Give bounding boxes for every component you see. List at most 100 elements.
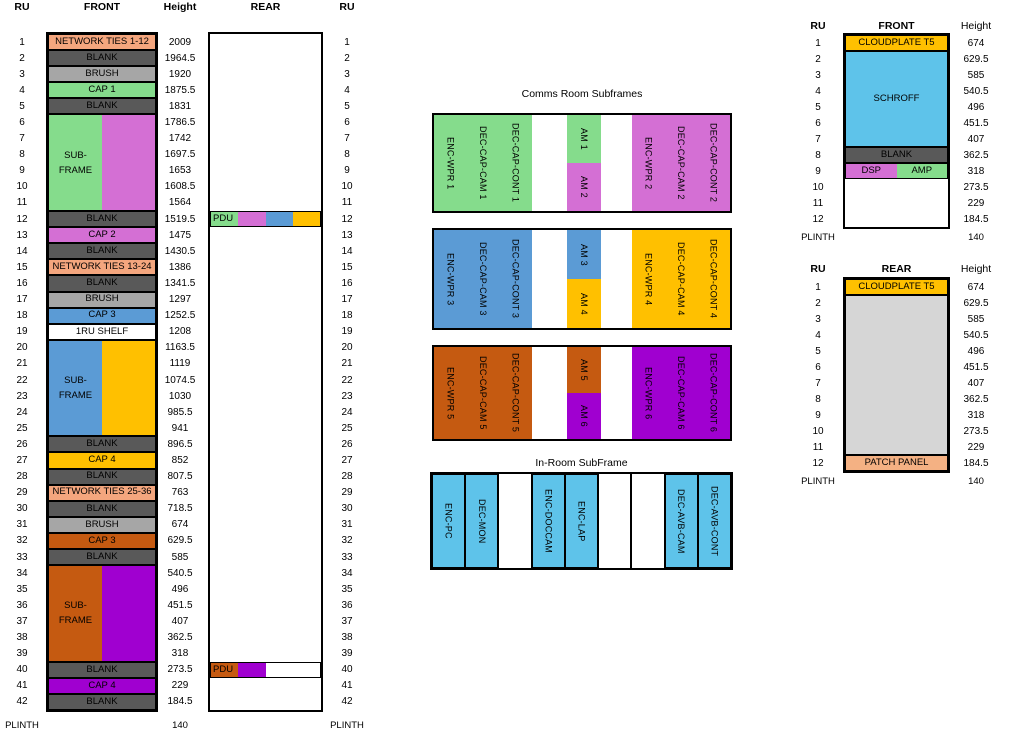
comms-region: ENC-WPR 5 DEC-CAP-CAM 5 DEC-CAP-CONT 5 bbox=[434, 347, 532, 439]
ru-number: 40 bbox=[16, 664, 28, 676]
comms-region: ENC-WPR 6 DEC-CAP-CAM 6 DEC-CAP-CONT 6 bbox=[632, 347, 730, 439]
comms-slot-label: ENC-WPR 5 bbox=[445, 366, 456, 420]
ru-number: 3 bbox=[344, 68, 350, 80]
comms-slot: DEC-CAP-CAM 5 bbox=[467, 347, 500, 439]
ru-number: 2 bbox=[344, 52, 350, 64]
rack-cell: CAP 4 bbox=[48, 452, 156, 469]
height-value: 407 bbox=[967, 133, 985, 145]
rack-cell: BLANK bbox=[48, 211, 156, 228]
height-value: 1252.5 bbox=[164, 310, 196, 322]
comms-slot: DEC-CAP-CAM 6 bbox=[665, 347, 698, 439]
comms-subframe-block: ENC-WPR 5 DEC-CAP-CAM 5 DEC-CAP-CONT 5 AM 5… bbox=[432, 345, 732, 441]
rack-cell: BLANK bbox=[48, 275, 156, 292]
ru-number: 13 bbox=[341, 229, 353, 241]
height-value: 852 bbox=[171, 454, 189, 466]
inroom-module-label: ENC-LAP bbox=[576, 500, 587, 542]
am-label: AM 3 bbox=[578, 243, 589, 266]
height-value: 1519.5 bbox=[164, 213, 196, 225]
ru-number: 4 bbox=[815, 85, 821, 97]
comms-slot-label: ENC-WPR 6 bbox=[643, 366, 654, 420]
rack-cell-label: SUB- FRAME bbox=[58, 374, 93, 402]
rack-cell: BLANK bbox=[48, 98, 156, 115]
comms-slot: DEC-CAP-CONT 3 bbox=[499, 230, 532, 328]
pdu-segment bbox=[238, 212, 266, 227]
ru-number: 1 bbox=[815, 281, 821, 293]
comms-slot-label: DEC-CAP-CAM 1 bbox=[478, 126, 488, 200]
ru-number: 4 bbox=[815, 329, 821, 341]
height-value: 451.5 bbox=[963, 361, 989, 373]
rack-cell: NETWORK TIES 1-12 bbox=[48, 34, 156, 51]
ru-number: 35 bbox=[341, 583, 353, 595]
height-value: 1964.5 bbox=[164, 52, 196, 64]
height-value: 1875.5 bbox=[164, 84, 196, 96]
ru-number: 9 bbox=[815, 165, 821, 177]
comms-slot-label: DEC-CAP-CONT 2 bbox=[708, 123, 719, 203]
ru-number: 24 bbox=[341, 406, 353, 418]
rack-cell: BLANK bbox=[48, 243, 156, 260]
right-front-height-column: 674 629.5 585 540.5 496 451.5 407 362.5 318 273.5… bbox=[950, 35, 1002, 227]
inroom-module: ENC-LAP bbox=[564, 474, 599, 568]
ru-number: 11 bbox=[812, 441, 824, 453]
height-value: 807.5 bbox=[167, 471, 193, 483]
height-value: 2009 bbox=[168, 36, 192, 48]
ru-number: 10 bbox=[341, 181, 353, 193]
height-value: 318 bbox=[967, 165, 985, 177]
ru-number: 6 bbox=[344, 117, 350, 129]
comms-region: ENC-WPR 2 DEC-CAP-CAM 2 DEC-CAP-CONT 2 bbox=[632, 115, 730, 211]
rack-cell: BLANK bbox=[48, 500, 156, 517]
ru-number: 18 bbox=[16, 310, 28, 322]
ru-number: 21 bbox=[16, 358, 28, 370]
ru-number: 39 bbox=[16, 648, 28, 660]
right-front-plinth-height: 140 bbox=[968, 232, 984, 243]
rack-cell-half bbox=[102, 340, 155, 436]
rack-cell-pdu: PDU bbox=[210, 211, 321, 228]
ru-number: 11 bbox=[16, 197, 28, 209]
height-value: 585 bbox=[967, 69, 985, 81]
ru-number: 36 bbox=[341, 599, 353, 611]
ru-number: 31 bbox=[16, 519, 28, 531]
am-module: AM 6 bbox=[566, 393, 602, 439]
rack-cell: BLANK bbox=[48, 693, 156, 710]
comms-slot-label: DEC-CAP-CONT 5 bbox=[510, 353, 521, 433]
rack-cell-label: SUB- FRAME bbox=[58, 149, 93, 176]
ru-number: 6 bbox=[815, 117, 821, 129]
height-value: 585 bbox=[967, 313, 985, 325]
comms-subframe-block: ENC-WPR 1 DEC-CAP-CAM 1 DEC-CAP-CONT 1 AM 1… bbox=[432, 113, 732, 213]
comms-slot: ENC-WPR 5 bbox=[434, 347, 467, 439]
comms-gap bbox=[601, 230, 632, 328]
rack-cell: CAP 1 bbox=[48, 82, 156, 99]
ru-number: 28 bbox=[341, 471, 353, 483]
height-value: 629.5 bbox=[963, 297, 989, 309]
ru-number: 5 bbox=[19, 100, 25, 112]
ru-number: 7 bbox=[344, 133, 350, 145]
pdu-segment bbox=[265, 212, 293, 227]
right-rear-rack: CLOUDPLATE T5 PATCH PANEL bbox=[843, 277, 950, 473]
height-value: 1341.5 bbox=[164, 277, 196, 289]
ru-number: 9 bbox=[19, 165, 25, 177]
height-value: 1831 bbox=[168, 100, 192, 112]
ru-number: 24 bbox=[16, 406, 28, 418]
ru-number: 7 bbox=[19, 133, 25, 145]
comms-slot: DEC-CAP-CONT 2 bbox=[697, 115, 730, 211]
rack-cell: BLANK bbox=[48, 661, 156, 678]
height-value: 496 bbox=[967, 345, 985, 357]
am-label: AM 5 bbox=[578, 359, 589, 381]
ru-number: 19 bbox=[341, 326, 353, 338]
ru-number: 5 bbox=[815, 101, 821, 113]
ru-number: 7 bbox=[815, 377, 821, 389]
comms-am-column: AM 3 AM 4 bbox=[566, 230, 602, 328]
ru-number: 41 bbox=[341, 680, 353, 692]
rack-cell: NETWORK TIES 25-36 bbox=[48, 484, 156, 501]
comms-gap bbox=[532, 115, 567, 211]
height-value: 1030 bbox=[168, 390, 192, 402]
ru-number: 1 bbox=[815, 37, 821, 49]
ru-number: 8 bbox=[815, 393, 821, 405]
height-value: 985.5 bbox=[167, 406, 193, 418]
rack-cell: BRUSH bbox=[48, 66, 156, 83]
left-rear-header: REAR bbox=[250, 1, 281, 13]
ru-number: 6 bbox=[815, 361, 821, 373]
left-rear-ru-header: RU bbox=[339, 1, 355, 13]
height-value: 896.5 bbox=[167, 438, 193, 450]
am-label: AM 4 bbox=[578, 292, 589, 315]
pdu-segment bbox=[238, 662, 266, 677]
